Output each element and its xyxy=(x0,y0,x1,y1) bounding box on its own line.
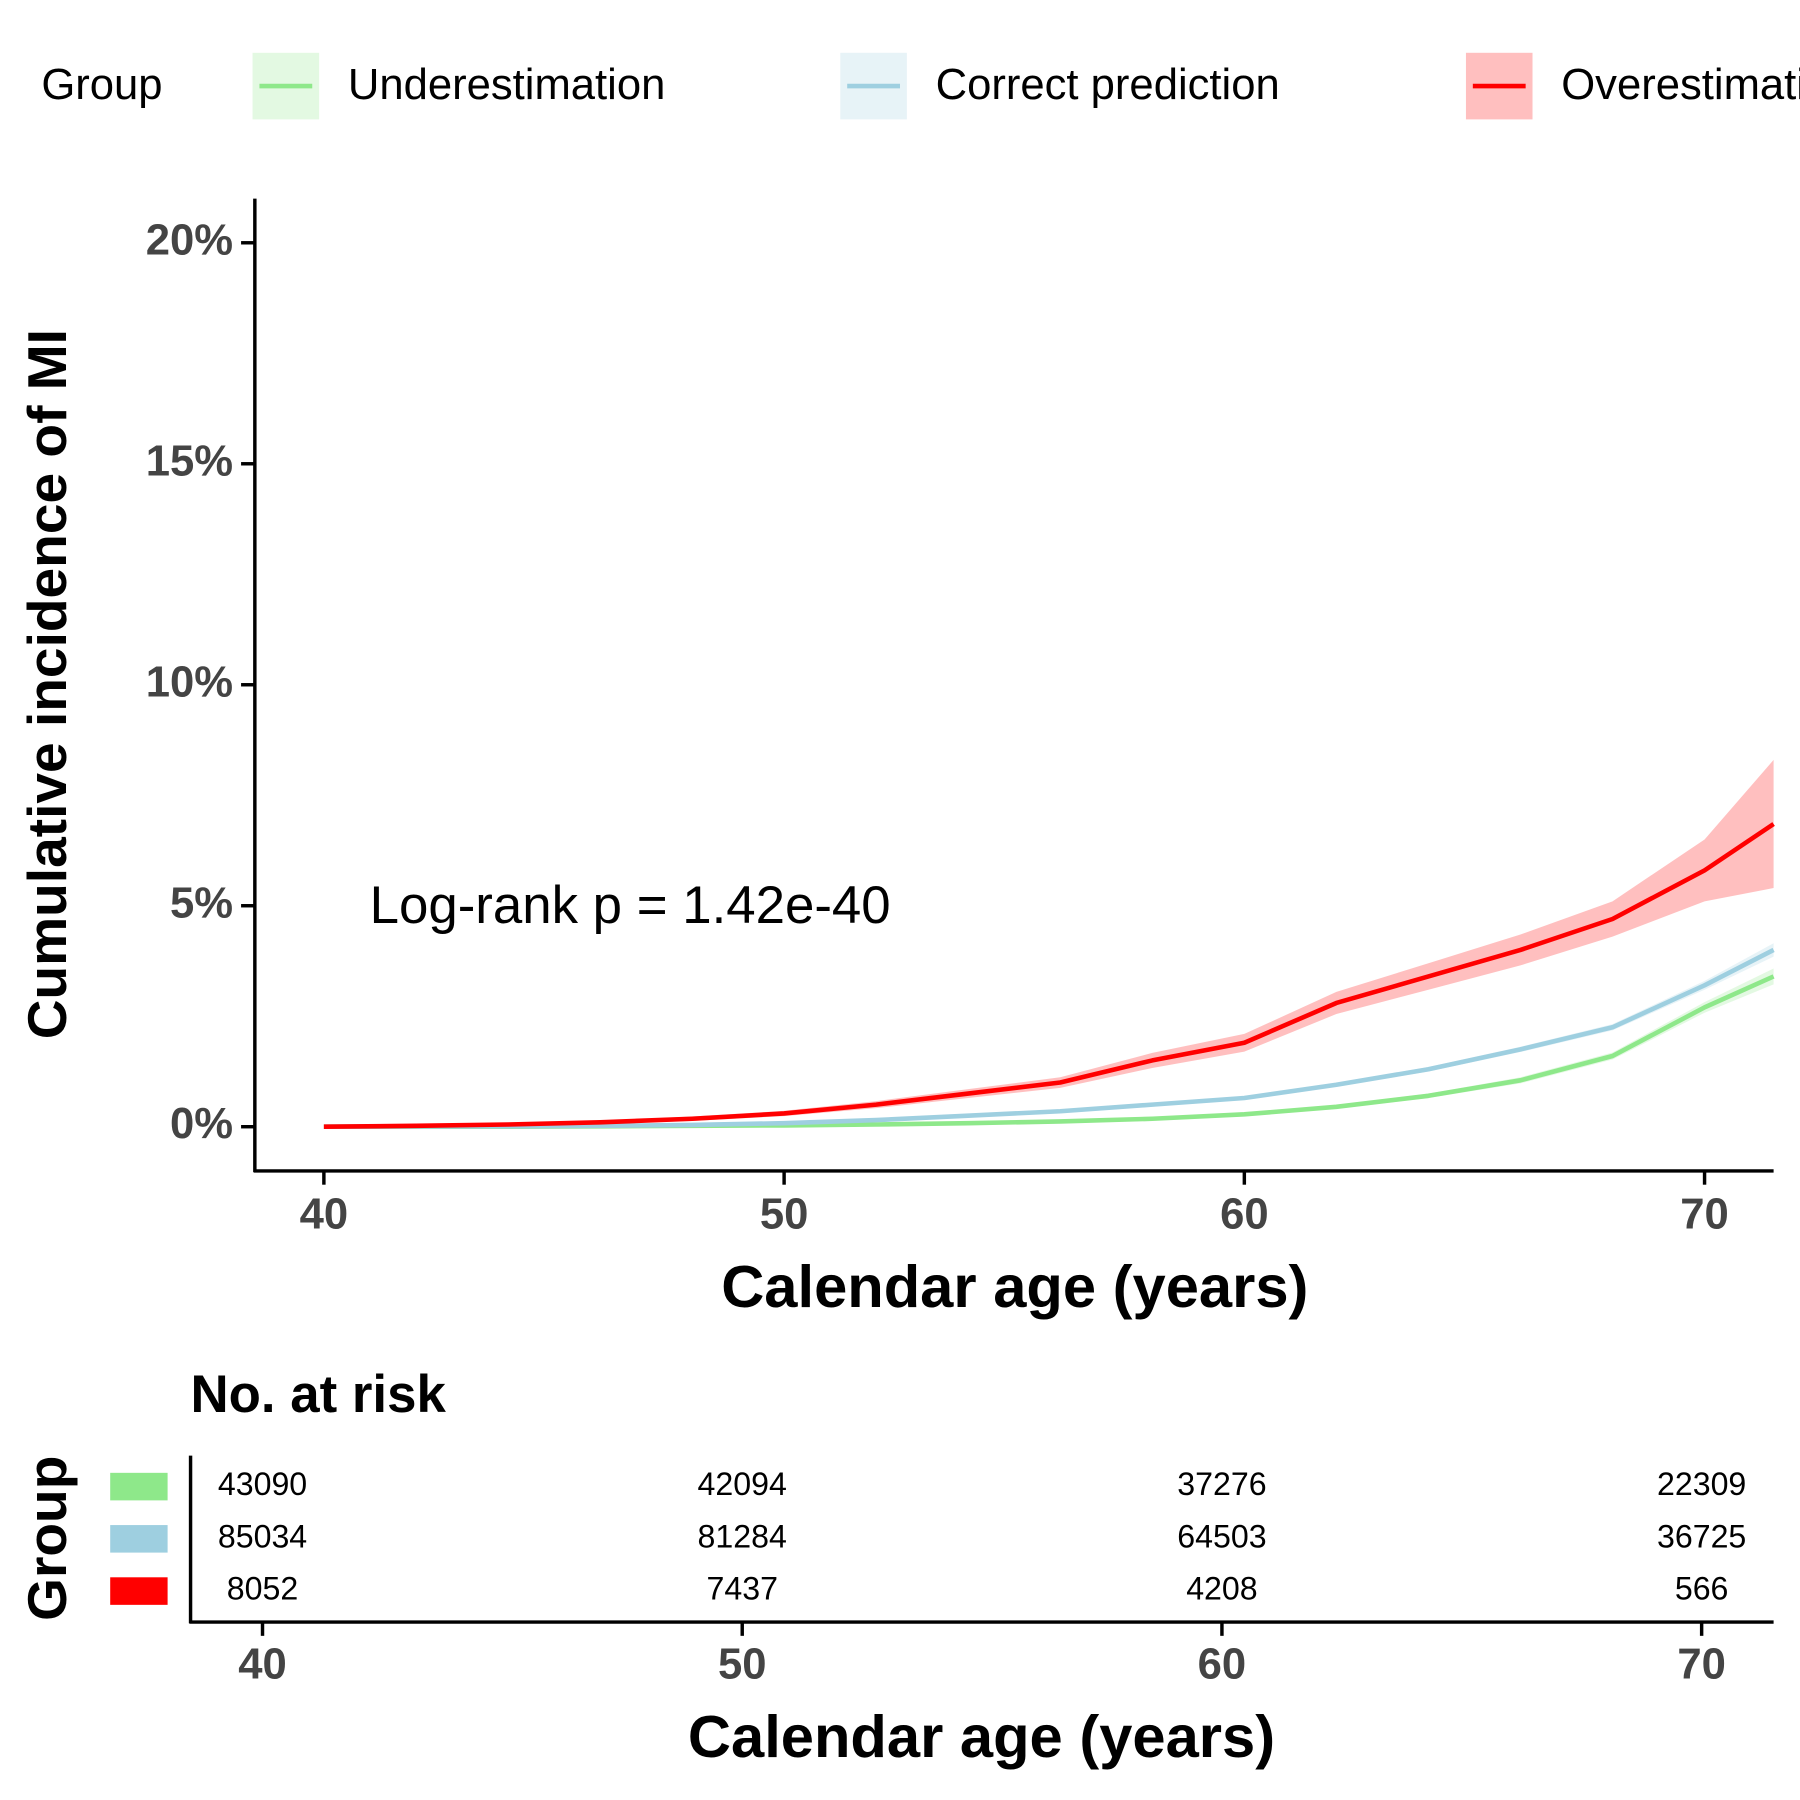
x-tick-label: 50 xyxy=(760,1190,809,1238)
at-risk-count: 36725 xyxy=(1657,1518,1746,1554)
y-tick-label: 20% xyxy=(146,216,233,264)
confidence-band xyxy=(323,943,1774,1127)
x-tick-label: 40 xyxy=(300,1190,349,1238)
table-title: No. at risk xyxy=(191,1365,447,1424)
legend-label: Overestimation xyxy=(1561,61,1800,109)
table-x-title: Calendar age (years) xyxy=(688,1703,1275,1770)
x-tick-label: 40 xyxy=(238,1640,287,1688)
y-tick-label: 10% xyxy=(146,658,233,706)
x-tick-label: 70 xyxy=(1677,1640,1726,1688)
y-axis-title: Cumulative incidence of MI xyxy=(16,329,78,1039)
table-y-title: Group xyxy=(16,1456,78,1621)
at-risk-count: 43090 xyxy=(218,1466,307,1502)
x-axis-title: Calendar age (years) xyxy=(721,1253,1308,1320)
y-tick-label: 5% xyxy=(170,879,233,927)
annotation: Log-rank p = 1.42e-40 xyxy=(370,876,891,935)
group-swatch xyxy=(110,1525,168,1553)
legend-label: Correct prediction xyxy=(936,61,1280,109)
at-risk-count: 8052 xyxy=(227,1571,298,1607)
y-tick-label: 0% xyxy=(170,1100,233,1148)
confidence-band xyxy=(323,968,1774,1127)
curve xyxy=(323,822,1775,1130)
curve xyxy=(323,947,1775,1130)
at-risk-count: 22309 xyxy=(1657,1466,1746,1502)
x-tick-label: 60 xyxy=(1220,1190,1269,1238)
at-risk-count: 64503 xyxy=(1177,1518,1266,1554)
at-risk-count: 566 xyxy=(1675,1571,1729,1607)
at-risk-count: 85034 xyxy=(218,1518,307,1554)
at-risk-count: 37276 xyxy=(1177,1466,1266,1502)
x-tick-label: 50 xyxy=(718,1640,767,1688)
group-swatch xyxy=(110,1577,168,1605)
at-risk-count: 7437 xyxy=(706,1571,777,1607)
at-risk-count: 42094 xyxy=(698,1466,787,1502)
group-swatch xyxy=(110,1472,168,1501)
x-tick-label: 60 xyxy=(1198,1640,1247,1688)
at-risk-count: 81284 xyxy=(698,1518,787,1554)
legend-title: Group xyxy=(41,61,162,109)
legend-label: Underestimation xyxy=(348,61,666,109)
curve xyxy=(323,974,1775,1130)
at-risk-count: 4208 xyxy=(1186,1571,1257,1607)
x-tick-label: 70 xyxy=(1680,1190,1729,1238)
y-tick-label: 15% xyxy=(146,437,233,485)
